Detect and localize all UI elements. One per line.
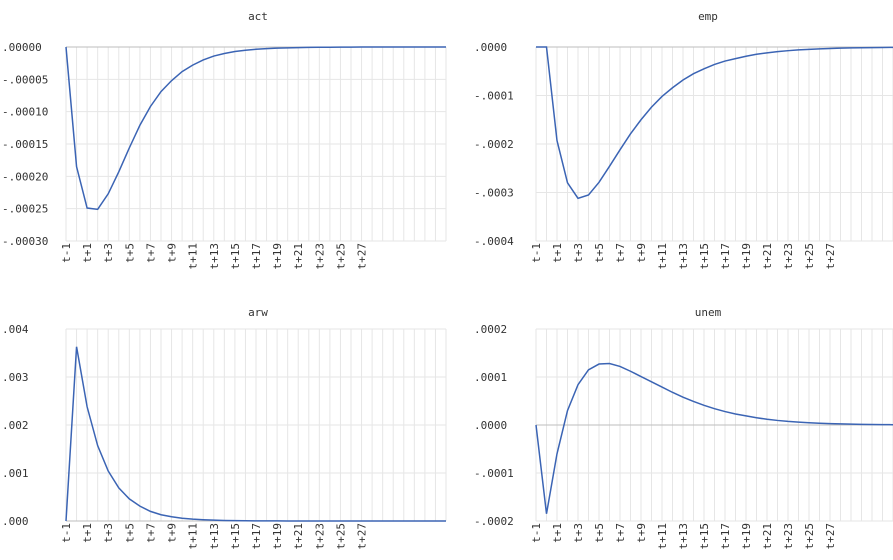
y-tick-label: -.0003 <box>474 187 514 200</box>
x-tick-label: t+17 <box>250 243 263 270</box>
x-tick-label: t+5 <box>123 243 136 263</box>
panel-title: emp <box>698 10 718 23</box>
x-tick-label: t+25 <box>803 243 816 270</box>
x-tick-label: t+7 <box>144 523 157 543</box>
x-tick-label: t+5 <box>593 523 606 543</box>
x-tick-label: t+1 <box>551 243 564 263</box>
panel-unem: unem .0002 .0001 .0000 -.0001 -.0002 t-1 t+1 t+3… <box>474 306 893 550</box>
x-tick-label: t+11 <box>187 243 200 270</box>
x-tick-label: t+27 <box>356 243 369 270</box>
y-tick-label: .002 <box>2 419 29 432</box>
x-tick-label: t+3 <box>102 523 115 543</box>
y-tick-label: .000 <box>2 515 29 528</box>
y-tick-label: -.00015 <box>2 138 48 151</box>
y-tick-label: -.0002 <box>474 138 514 151</box>
x-tick-label: t+3 <box>102 243 115 263</box>
series-line-emp <box>536 46 893 200</box>
y-tick-label: -.00020 <box>2 170 48 183</box>
x-tick-label: t+17 <box>250 523 263 550</box>
y-tick-label: -.00010 <box>2 106 48 119</box>
x-tick-label: t+3 <box>572 243 585 263</box>
x-tick-label: t+19 <box>271 523 284 550</box>
y-tick-label: -.0001 <box>474 467 514 480</box>
x-tick-label: t-1 <box>60 523 73 543</box>
x-tick-label: t+7 <box>144 243 157 263</box>
x-tick-label: t+27 <box>824 243 837 270</box>
x-tick-label: t+9 <box>635 523 648 543</box>
series-line-act <box>65 46 446 211</box>
x-tick-label: t+17 <box>719 523 732 550</box>
y-tick-label: -.0004 <box>474 235 514 248</box>
x-tick-label: t+25 <box>803 523 816 550</box>
panel-act: act .00000 -.00005 -.00010 -.00015 -.00020 -.0… <box>2 10 447 270</box>
x-tick-label: t+11 <box>187 523 200 550</box>
y-tick-label: .0000 <box>474 41 507 54</box>
x-tick-label: t+23 <box>782 243 795 270</box>
x-tick-label: t+21 <box>292 243 305 270</box>
y-tick-label: -.00030 <box>2 235 48 248</box>
x-tick-label: t-1 <box>530 243 543 263</box>
x-tick-label: t+13 <box>208 243 221 270</box>
x-tick-label: t+11 <box>656 243 669 270</box>
y-tick-label: .003 <box>2 371 29 384</box>
series-line-unem <box>535 362 893 514</box>
x-tick-label: t+25 <box>334 523 347 550</box>
x-tick-label: t+11 <box>656 523 669 550</box>
x-tick-label: t+23 <box>782 523 795 550</box>
series-line-arw <box>65 346 446 522</box>
y-tick-label: .001 <box>2 467 29 480</box>
x-tick-label: t+15 <box>229 523 242 550</box>
x-tick-label: t+15 <box>698 523 711 550</box>
x-tick-label: t+23 <box>313 243 326 270</box>
x-tick-label: t+7 <box>614 243 627 263</box>
panel-title: unem <box>695 306 722 319</box>
y-tick-label: .004 <box>2 323 29 336</box>
x-tick-label: t+5 <box>593 243 606 263</box>
x-tick-label: t+13 <box>208 523 221 550</box>
x-tick-label: t+23 <box>313 523 326 550</box>
x-tick-label: t+15 <box>698 243 711 270</box>
panel-title: arw <box>248 306 268 319</box>
x-tick-label: t+9 <box>166 523 179 543</box>
x-tick-label: t+1 <box>81 243 94 263</box>
x-tick-label: t-1 <box>530 523 543 543</box>
x-tick-label: t+13 <box>677 243 690 270</box>
y-tick-label: .0002 <box>474 323 507 336</box>
panel-title: act <box>248 10 268 23</box>
x-tick-label: t+9 <box>166 243 179 263</box>
y-tick-label: .0000 <box>474 419 507 432</box>
x-tick-label: t+15 <box>229 243 242 270</box>
y-tick-label: -.00025 <box>2 203 48 216</box>
y-tick-label: .0001 <box>474 371 507 384</box>
y-tick-label: -.0002 <box>474 515 514 528</box>
x-tick-label: t+7 <box>614 523 627 543</box>
x-tick-label: t+19 <box>740 243 753 270</box>
x-tick-label: t+21 <box>292 523 305 550</box>
x-tick-label: t+1 <box>551 523 564 543</box>
x-tick-label: t+25 <box>334 243 347 270</box>
x-tick-label: t+27 <box>356 523 369 550</box>
x-tick-label: t+1 <box>81 523 94 543</box>
y-tick-label: -.0001 <box>474 90 514 103</box>
x-tick-label: t+9 <box>635 243 648 263</box>
x-tick-label: t-1 <box>60 243 73 263</box>
x-tick-label: t+19 <box>740 523 753 550</box>
x-tick-label: t+5 <box>123 523 136 543</box>
x-tick-label: t+19 <box>271 243 284 270</box>
y-tick-label: -.00005 <box>2 73 48 86</box>
panel-emp: emp .0000 -.0001 -.0002 -.0003 -.0004 t-1 t+1 t+… <box>474 10 893 270</box>
x-tick-label: t+3 <box>572 523 585 543</box>
x-tick-label: t+27 <box>824 523 837 550</box>
y-tick-label: .00000 <box>2 41 42 54</box>
x-tick-label: t+17 <box>719 243 732 270</box>
x-tick-label: t+13 <box>677 523 690 550</box>
x-tick-label: t+21 <box>761 523 774 550</box>
panel-arw: arw .004 .003 .002 .001 .000 t-1 t+1 t+3 t+5 t+7 t+… <box>2 306 447 550</box>
x-tick-label: t+21 <box>761 243 774 270</box>
